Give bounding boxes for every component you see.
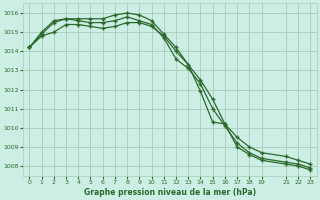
X-axis label: Graphe pression niveau de la mer (hPa): Graphe pression niveau de la mer (hPa) [84,188,256,197]
